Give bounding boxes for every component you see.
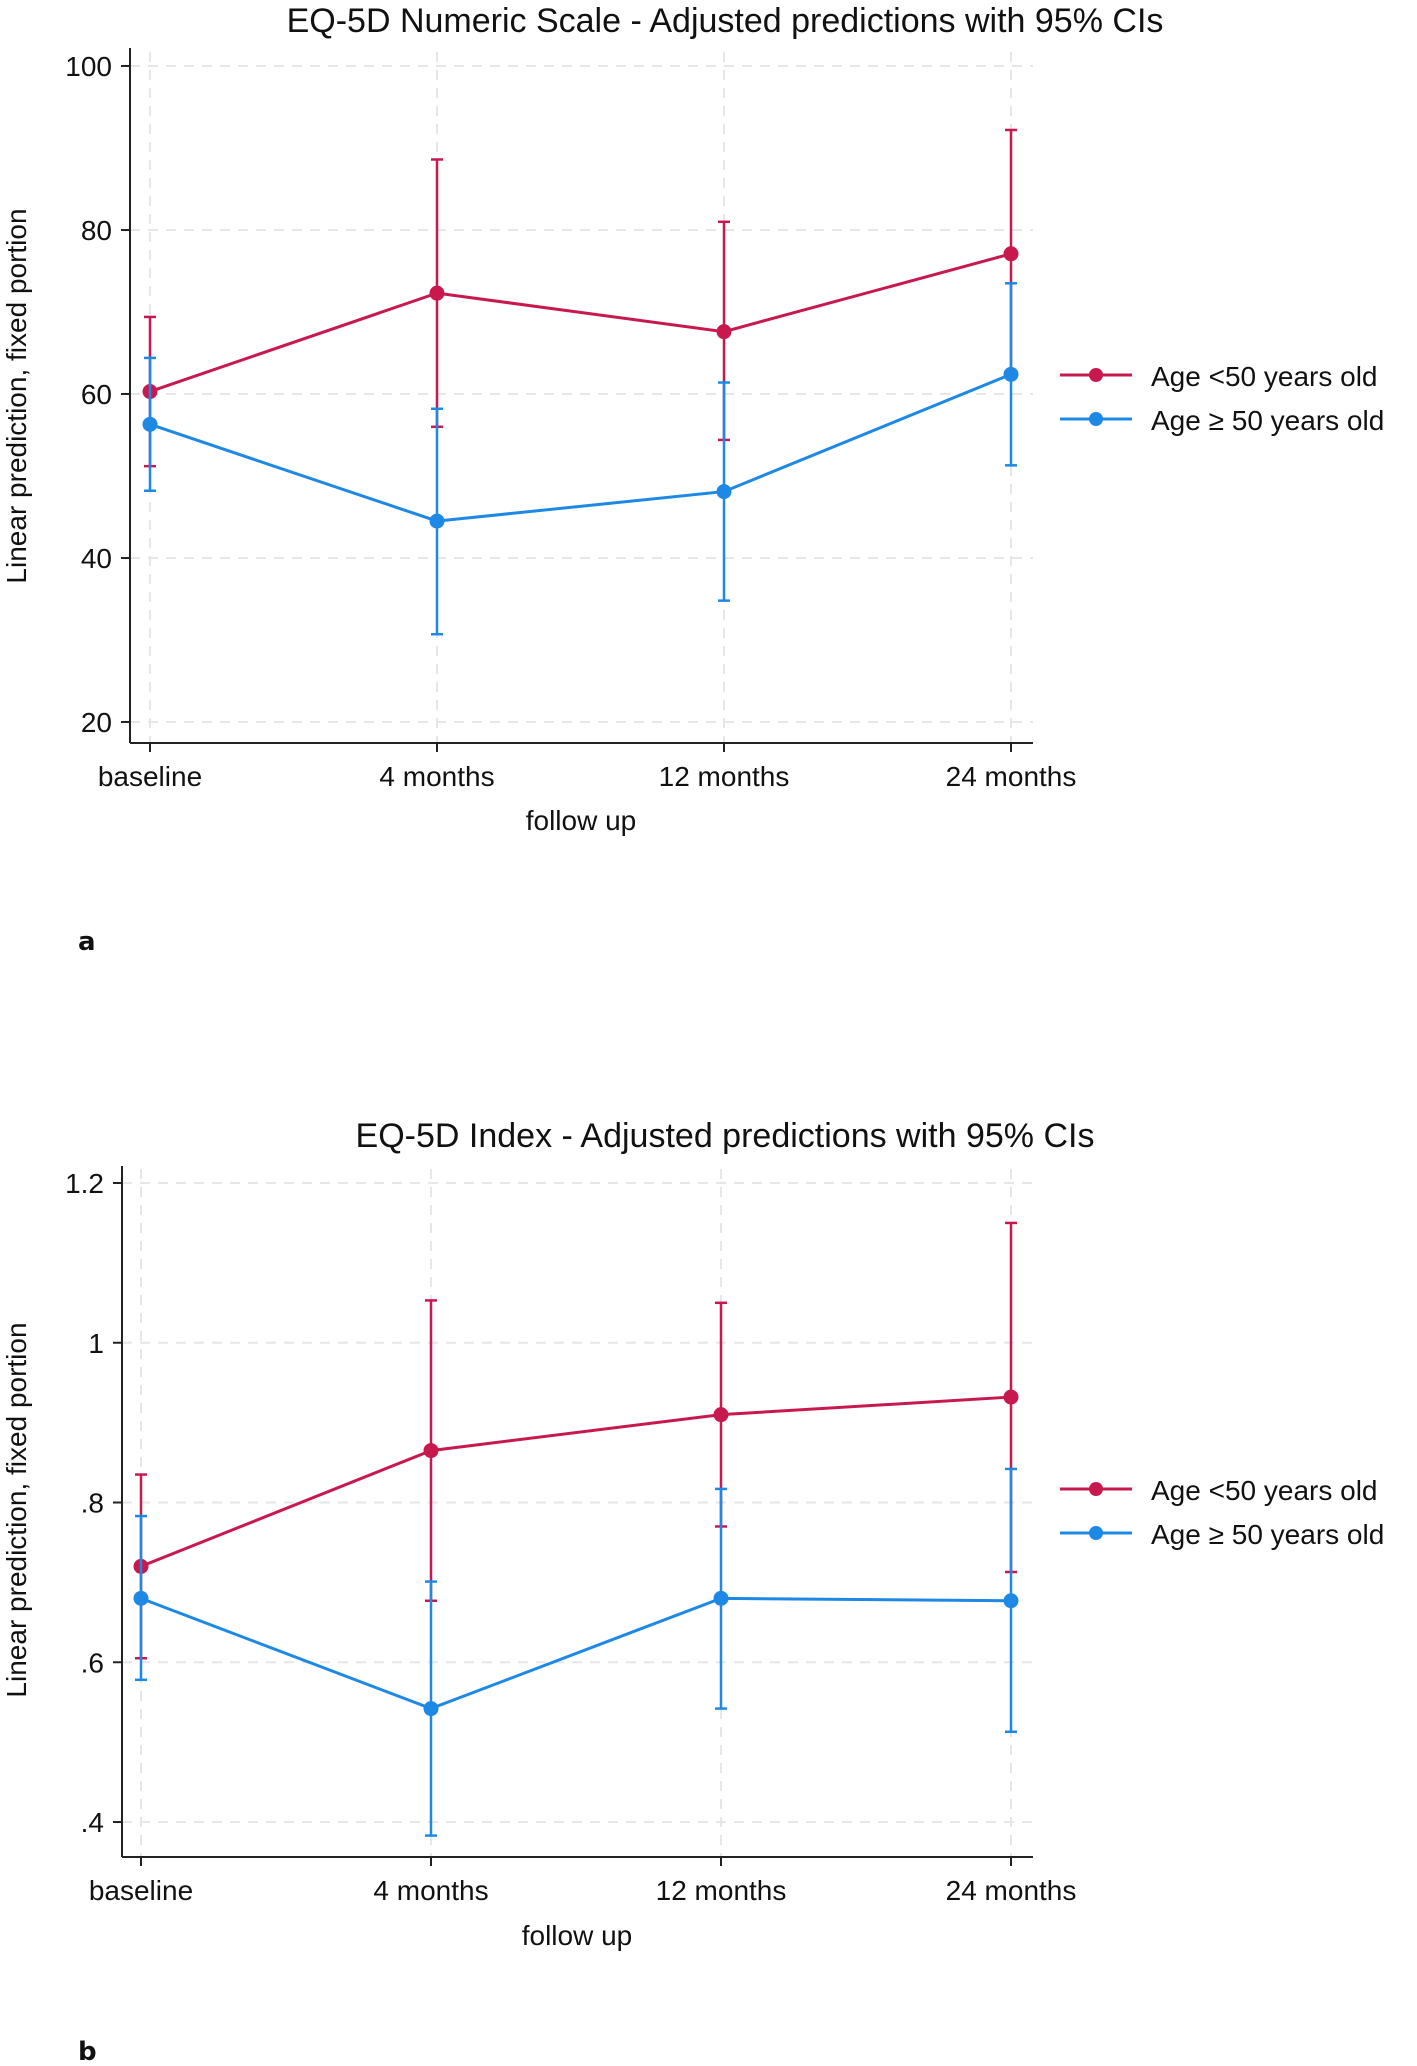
y-tick-label: 100 <box>65 51 112 82</box>
y-tick-label: 40 <box>81 543 112 574</box>
y-tick-label: 80 <box>81 215 112 246</box>
chart-panel-a: EQ-5D Numeric Scale - Adjusted predictio… <box>1 2 1384 957</box>
legend-label: Age ≥ 50 years old <box>1151 405 1384 436</box>
x-tick-label: baseline <box>89 1875 193 1906</box>
y-axis-label: Linear prediction, fixed portion <box>1 1322 32 1697</box>
data-point <box>713 1407 729 1423</box>
y-axis-ticks: 20 40 60 80 100 <box>65 51 130 738</box>
x-tick-label: 24 months <box>946 1875 1077 1906</box>
x-tick-label: baseline <box>98 761 202 792</box>
data-point <box>1003 366 1019 382</box>
series-line <box>140 1596 1012 1711</box>
chart-title: EQ-5D Index - Adjusted predictions with … <box>356 1117 1095 1155</box>
y-tick-label: 1.2 <box>65 1168 104 1199</box>
x-tick-label: 4 months <box>373 1875 488 1906</box>
x-tick-label: 4 months <box>379 761 494 792</box>
x-axis-label: follow up <box>526 805 637 836</box>
data-point <box>429 285 445 301</box>
data-point <box>716 324 732 340</box>
legend-entry-age-50-plus: Age ≥ 50 years old <box>1060 1519 1384 1550</box>
x-axis-ticks: baseline 4 months 12 months 24 months <box>98 743 1077 792</box>
legend: Age <50 years old Age ≥ 50 years old <box>1060 1475 1384 1550</box>
series-line <box>149 252 1012 393</box>
y-tick-label: 1 <box>88 1328 104 1359</box>
data-series-group <box>142 128 1019 636</box>
data-point <box>1003 1593 1019 1609</box>
legend-swatch-marker <box>1089 1482 1103 1496</box>
data-point <box>133 1590 149 1606</box>
legend-label: Age <50 years old <box>1151 1475 1378 1506</box>
data-series-group <box>133 1221 1019 1837</box>
plot-area <box>130 48 1033 743</box>
y-tick-label: .4 <box>81 1807 104 1838</box>
data-point <box>423 1443 439 1459</box>
data-point <box>1003 1389 1019 1405</box>
y-axis-ticks: .4 .6 .8 1 1.2 <box>65 1168 122 1838</box>
y-tick-label: .8 <box>81 1488 104 1519</box>
panel-label: b <box>78 2037 97 2066</box>
data-point <box>142 416 158 432</box>
y-axis-label: Linear prediction, fixed portion <box>1 208 32 583</box>
legend-swatch-marker <box>1089 412 1103 426</box>
panel-label: a <box>78 927 96 957</box>
y-tick-label: 20 <box>81 707 112 738</box>
series-line <box>140 1395 1012 1568</box>
chart-title: EQ-5D Numeric Scale - Adjusted predictio… <box>287 2 1164 40</box>
data-point <box>716 484 732 500</box>
series-line <box>149 372 1012 523</box>
series-age-50-plus <box>133 1467 1019 1837</box>
data-point <box>423 1701 439 1717</box>
y-tick-label: .6 <box>81 1647 104 1678</box>
legend-entry-age-50-plus: Age ≥ 50 years old <box>1060 405 1384 436</box>
series-age-50-plus <box>142 282 1019 636</box>
legend-label: Age <50 years old <box>1151 361 1378 392</box>
legend: Age <50 years old Age ≥ 50 years old <box>1060 361 1384 436</box>
x-axis-label: follow up <box>522 1920 633 1951</box>
legend-swatch-marker <box>1089 368 1103 382</box>
data-point <box>1003 246 1019 262</box>
chart-panel-b: EQ-5D Index - Adjusted predictions with … <box>1 1117 1384 2066</box>
x-axis-ticks: baseline 4 months 12 months 24 months <box>89 1857 1077 1906</box>
x-tick-label: 12 months <box>656 1875 787 1906</box>
y-tick-label: 60 <box>81 379 112 410</box>
x-tick-label: 24 months <box>946 761 1077 792</box>
data-point <box>429 513 445 529</box>
legend-entry-age-under-50: Age <50 years old <box>1060 1475 1378 1506</box>
x-tick-label: 12 months <box>659 761 790 792</box>
legend-label: Age ≥ 50 years old <box>1151 1519 1384 1550</box>
legend-entry-age-under-50: Age <50 years old <box>1060 361 1378 392</box>
plot-area <box>122 1166 1033 1857</box>
legend-swatch-marker <box>1089 1526 1103 1540</box>
data-point <box>713 1590 729 1606</box>
